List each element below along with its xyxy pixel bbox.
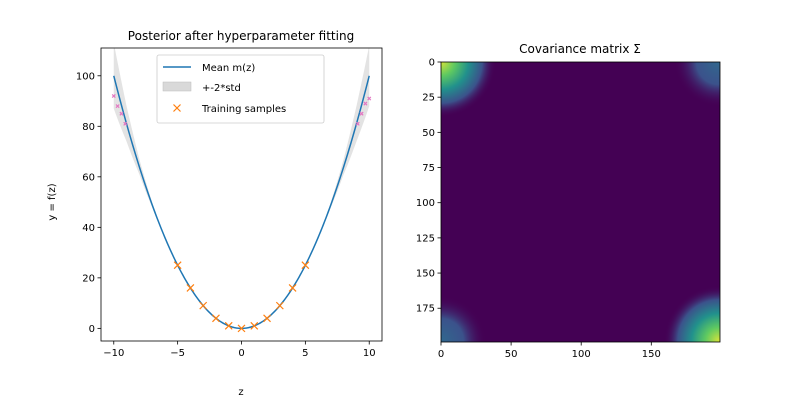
x-tick-label: 10 [363, 348, 376, 359]
left-chart: −10 −5 0 5 10 0 20 40 60 80 100 Posterior after h… [47, 29, 383, 398]
training-sample-marker [275, 301, 284, 310]
training-sample-marker [186, 284, 195, 292]
training-sample-marker [224, 321, 233, 330]
legend: Mean m(z) +-2*std Training samples [156, 54, 325, 124]
left-y-ticks: 0 20 40 60 80 100 [76, 71, 101, 335]
test-point-marker [355, 121, 360, 126]
x-tick-label: −10 [103, 348, 124, 359]
legend-sample-swatch [173, 104, 181, 112]
right-chart-title: Covariance matrix Σ [519, 42, 641, 56]
heatmap-x-tick-label: 0 [438, 349, 444, 360]
training-sample-marker [288, 284, 297, 292]
legend-band-swatch [162, 81, 192, 92]
heatmap-y-tick-label: 125 [416, 233, 435, 244]
training-sample-marker [263, 314, 271, 323]
training-sample-marker [212, 314, 220, 323]
heatmap-x-tick-label: 150 [642, 349, 661, 360]
right-x-ticks: 0 50 100 150 [438, 342, 661, 360]
y-tick-label: 100 [76, 71, 95, 82]
legend-mean-label: Mean m(z) [202, 63, 255, 74]
right-axes-frame [440, 61, 721, 343]
right-chart: 0 50 100 150 0 25 50 75 100 125 150 175 Covariance… [416, 42, 721, 360]
y-tick-label: 60 [82, 172, 95, 183]
left-y-axis-label: y = f(z) [47, 183, 58, 220]
test-point-marker [119, 111, 124, 116]
heatmap-corner-bottom-left [441, 62, 720, 342]
training-sample-marker [250, 321, 259, 330]
test-markers [111, 93, 372, 126]
test-point-marker [111, 93, 116, 99]
heatmap-y-tick-label: 0 [429, 58, 435, 69]
heatmap-y-tick-label: 150 [416, 269, 435, 280]
legend-box [156, 54, 325, 124]
y-tick-label: 80 [82, 122, 95, 133]
training-sample-marker [301, 261, 310, 270]
heatmap-x-tick-label: 50 [505, 349, 518, 360]
training-sample-marker [173, 261, 182, 270]
right-y-ticks: 0 25 50 75 100 125 150 175 [416, 58, 441, 315]
left-x-ticks: −10 −5 0 5 10 [103, 341, 376, 359]
x-tick-label: −5 [170, 348, 185, 359]
training-sample-marker [237, 324, 246, 333]
heatmap-y-tick-label: 100 [416, 198, 435, 209]
training-markers [173, 261, 310, 333]
test-point-marker [367, 96, 372, 101]
test-point-marker [123, 121, 128, 126]
y-tick-label: 0 [89, 324, 95, 335]
heatmap-y-tick-label: 25 [422, 93, 435, 104]
test-point-marker [363, 101, 368, 106]
heatmap-y-tick-label: 75 [422, 163, 435, 174]
legend-band-label: +-2*std [202, 83, 241, 94]
heatmap-y-tick-label: 50 [422, 128, 435, 139]
left-chart-title: Posterior after hyperparameter fitting [128, 29, 354, 43]
y-tick-label: 20 [82, 273, 95, 284]
y-tick-label: 40 [82, 223, 95, 234]
test-point-marker [359, 111, 364, 116]
training-sample-marker [199, 301, 208, 310]
heatmap-x-tick-label: 100 [572, 349, 591, 360]
left-x-axis-label: z [238, 387, 243, 398]
x-tick-label: 0 [238, 348, 244, 359]
test-point-marker [115, 104, 120, 109]
legend-sample-label: Training samples [201, 104, 286, 115]
heatmap-y-tick-label: 175 [416, 304, 435, 315]
x-tick-label: 5 [302, 348, 308, 359]
